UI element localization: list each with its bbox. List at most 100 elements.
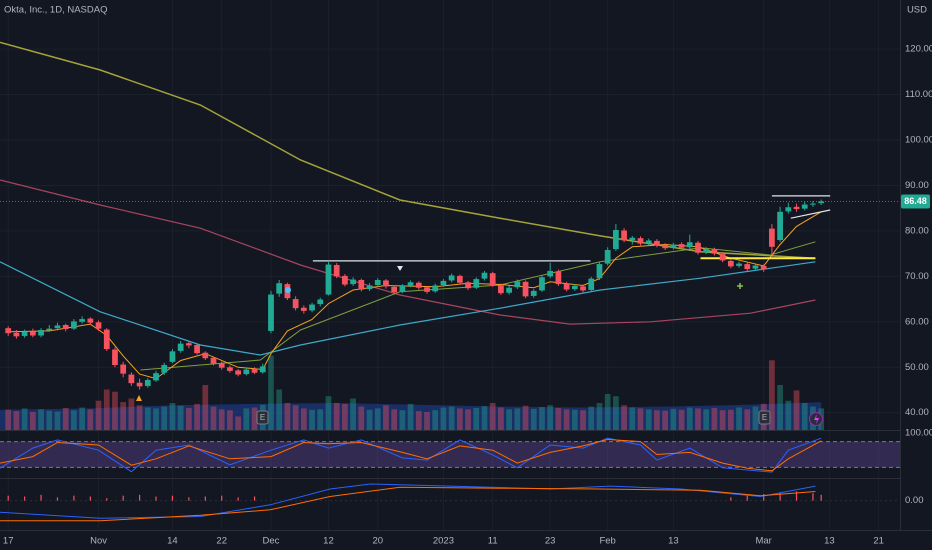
volume-bar	[555, 407, 562, 430]
candle-body	[481, 272, 488, 279]
candle-body	[571, 285, 578, 290]
volume-bar	[580, 410, 586, 430]
candle-body	[440, 280, 447, 285]
candle-body	[719, 254, 726, 261]
volume-bar	[169, 403, 176, 430]
volume-bar	[5, 409, 12, 430]
volume-bar	[202, 385, 209, 430]
candle-body	[350, 279, 356, 285]
volume-bar	[136, 405, 143, 430]
x-tick-label: 13	[668, 536, 679, 547]
x-tick-label: 14	[167, 536, 178, 547]
candle-body	[473, 279, 480, 288]
candle-body	[588, 278, 595, 290]
last-price-label: 86.48	[904, 196, 927, 206]
candle-body	[670, 244, 677, 248]
candle-body	[465, 282, 471, 289]
candle-body	[432, 285, 439, 292]
volume-bar	[489, 403, 496, 430]
y-tick-label: 60.00	[905, 316, 929, 327]
volume-bar	[153, 408, 159, 430]
volume-bar	[374, 408, 381, 430]
volume-bar	[604, 394, 611, 430]
volume-bar	[465, 409, 471, 430]
macd-line	[0, 486, 816, 522]
candle-body	[185, 343, 192, 346]
x-tick-label: 17	[3, 536, 14, 547]
x-tick-label: 21	[873, 536, 884, 547]
candle-body	[399, 285, 406, 292]
volume-bar	[769, 360, 775, 430]
x-tick-label: Dec	[263, 536, 280, 547]
candle-body	[613, 230, 619, 250]
volume-bar	[292, 405, 299, 430]
volume-bar	[662, 410, 669, 430]
volume-bar	[719, 410, 726, 430]
candle-body	[95, 322, 102, 329]
candle-body	[268, 294, 274, 331]
candle-body	[621, 230, 627, 241]
event-icon[interactable]	[809, 412, 823, 426]
volume-bar	[695, 408, 701, 430]
candle-body	[243, 369, 250, 375]
earnings-icon[interactable]: E	[256, 410, 269, 425]
volume-bar	[703, 409, 710, 430]
volume-bar	[227, 410, 233, 430]
candle-body	[654, 240, 660, 246]
candle-body	[448, 275, 455, 281]
x-tick-label: 13	[824, 536, 835, 547]
volume-bar	[325, 396, 332, 430]
candle-body	[793, 206, 800, 210]
volume-bar	[736, 407, 742, 430]
candle-body	[489, 273, 496, 285]
volume-bar	[71, 410, 77, 430]
candle-body	[596, 264, 603, 279]
candle-body	[727, 260, 734, 267]
candle-body	[604, 250, 611, 264]
volume-bar	[777, 385, 783, 430]
candle-body	[276, 283, 283, 294]
candle-body	[769, 228, 775, 247]
volume-bar	[678, 409, 685, 430]
candle-body	[415, 282, 422, 288]
candle-body	[29, 331, 36, 336]
last-price-box	[901, 194, 930, 209]
volume-bar	[21, 408, 28, 430]
volume-bar	[514, 408, 521, 430]
volume-ma-area	[0, 402, 822, 430]
volume-bar	[539, 407, 545, 430]
y-tick-label: 40.00	[905, 407, 929, 418]
indicator-line	[0, 261, 816, 356]
candle-body	[71, 321, 77, 329]
volume-bar	[185, 407, 192, 430]
candle-body	[752, 265, 759, 269]
candle-body	[736, 263, 742, 266]
x-tick-label: Mar	[755, 536, 771, 547]
candle-body	[547, 270, 554, 277]
volume-bar	[654, 410, 660, 430]
candle-body	[818, 201, 825, 204]
candle-body	[514, 281, 521, 288]
candle-body	[391, 286, 398, 293]
volume-bar	[711, 407, 718, 430]
candle-body	[103, 329, 110, 350]
volume-bar	[629, 407, 636, 430]
volume-bar	[144, 407, 151, 430]
volume-bar	[46, 410, 53, 430]
indicator-line	[790, 209, 831, 219]
candle-body	[333, 265, 340, 277]
x-tick-label: 11	[488, 536, 498, 547]
candle-body	[342, 275, 348, 285]
candle-body	[169, 351, 176, 362]
candle-body	[46, 328, 53, 331]
candle-body	[161, 365, 168, 373]
earnings-icon[interactable]: E	[758, 410, 771, 425]
volume-bar	[588, 406, 595, 430]
y-tick-label: 110.00	[905, 89, 932, 100]
x-tick-label: 20	[372, 536, 383, 547]
indicator-line	[0, 179, 816, 325]
volume-bar	[276, 389, 283, 430]
y-tick-label: 100.00	[905, 135, 932, 146]
volume-bar	[358, 406, 365, 430]
